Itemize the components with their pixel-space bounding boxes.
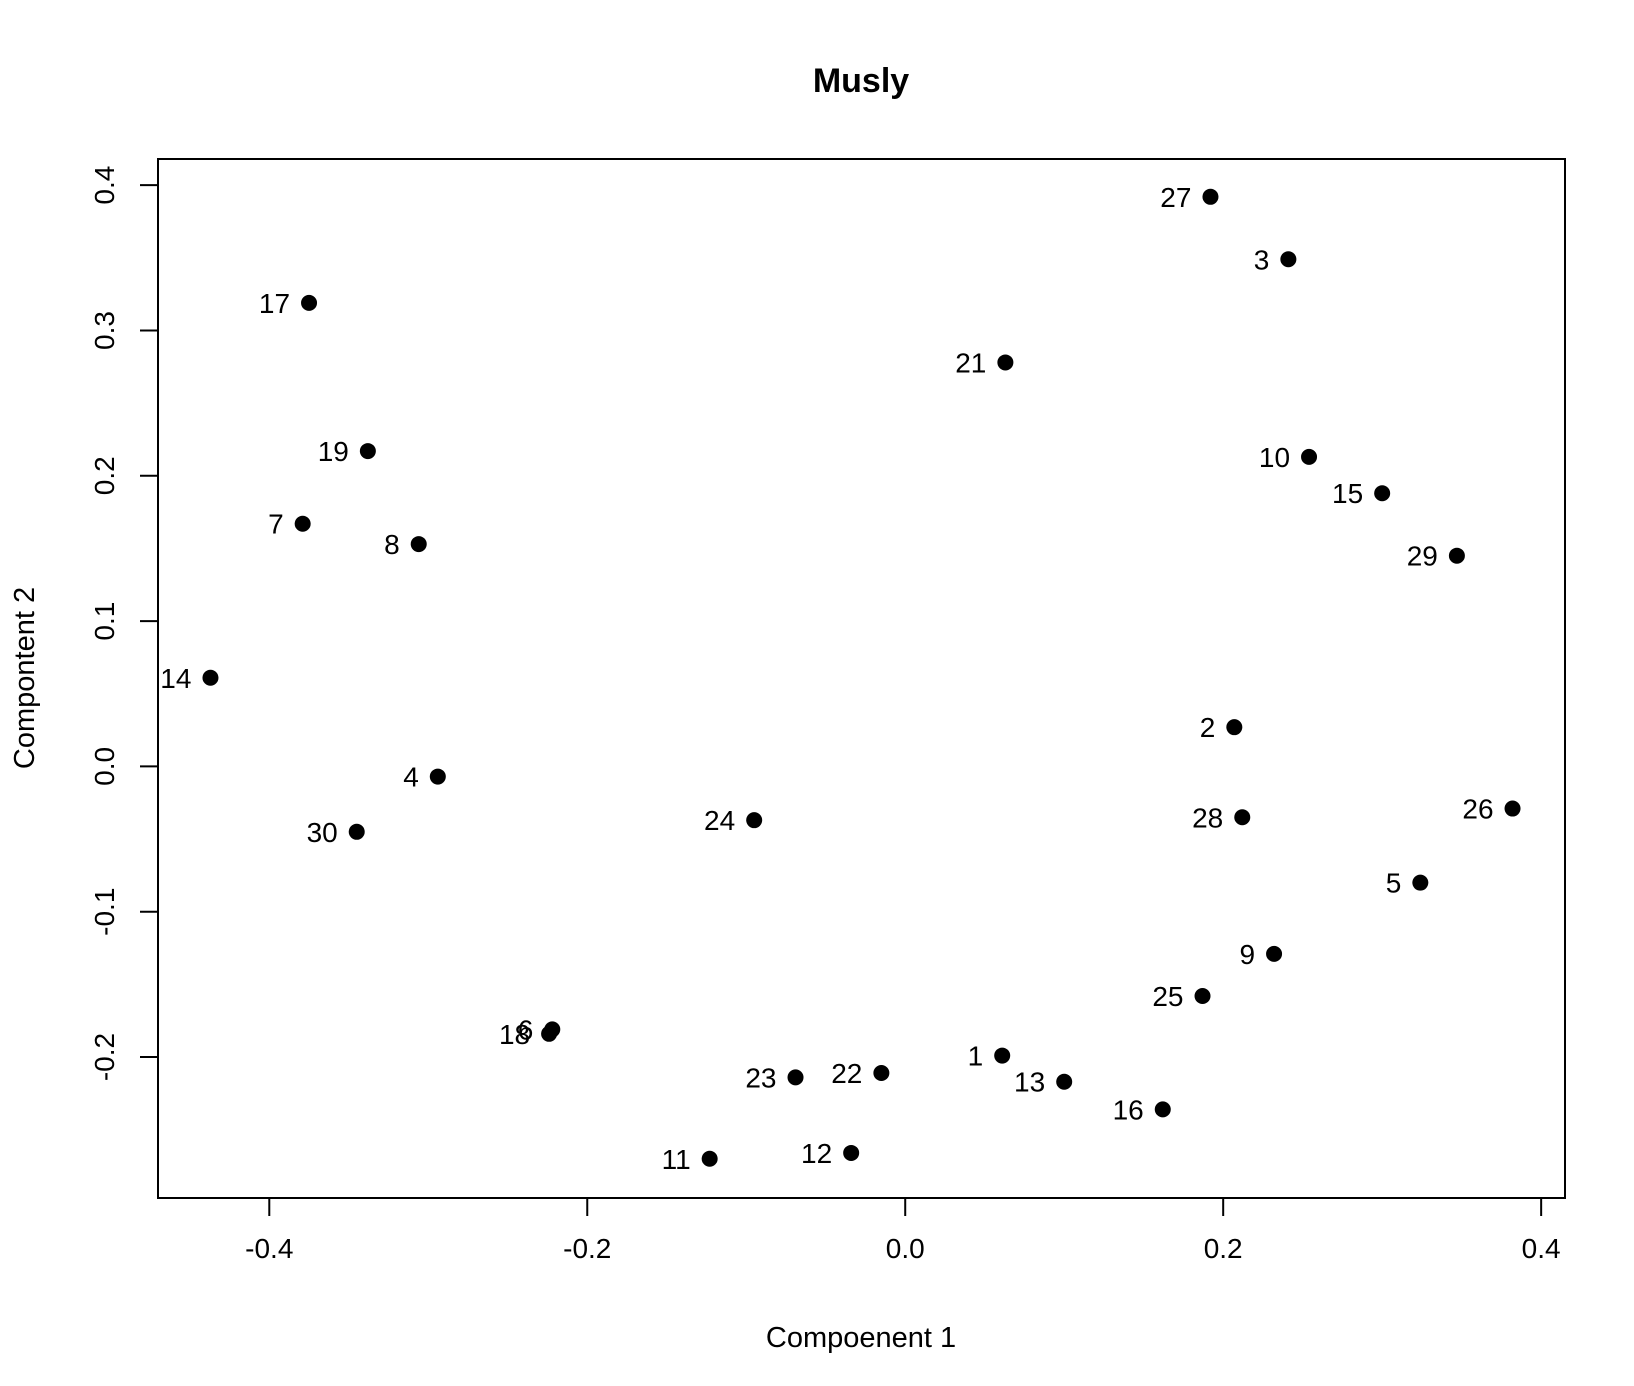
data-point	[1234, 809, 1251, 826]
x-tick-label: -0.4	[245, 1233, 293, 1264]
point-label: 15	[1332, 478, 1363, 509]
point-label: 21	[955, 347, 986, 378]
point-label: 7	[268, 509, 284, 540]
x-tick-label: -0.2	[563, 1233, 611, 1264]
data-point	[348, 823, 365, 840]
x-axis-label: Compoenent 1	[766, 1322, 956, 1354]
point-label: 16	[1113, 1094, 1144, 1125]
point-label: 30	[307, 817, 338, 848]
data-point	[994, 1047, 1011, 1064]
x-tick-label: 0.0	[886, 1233, 925, 1264]
data-point	[1301, 448, 1318, 465]
point-label: 2	[1200, 712, 1216, 743]
point-label: 17	[259, 288, 290, 319]
x-tick-label: 0.2	[1204, 1233, 1243, 1264]
data-point	[359, 443, 376, 460]
point-label: 1	[968, 1041, 984, 1072]
point-label: 11	[662, 1144, 691, 1175]
y-axis: -0.2 -0.1 0.0 0.1 0.2 0.3 0.4	[89, 166, 158, 1081]
point-label: 14	[160, 663, 191, 694]
point-label: 18	[499, 1019, 530, 1050]
data-point	[843, 1144, 860, 1161]
point-label: 25	[1152, 981, 1183, 1012]
point-label: 3	[1254, 244, 1270, 275]
point-label: 19	[318, 436, 349, 467]
data-point	[1266, 945, 1283, 962]
y-tick-label: 0.0	[89, 747, 120, 786]
point-label: 23	[745, 1062, 776, 1093]
chart-title: Musly	[813, 62, 909, 100]
data-point	[1374, 485, 1391, 502]
point-label: 13	[1014, 1067, 1045, 1098]
y-tick-label: 0.4	[89, 166, 120, 205]
data-point	[1056, 1073, 1073, 1090]
x-axis: -0.4 -0.2 0.0 0.2 0.4	[245, 1198, 1561, 1264]
data-point	[997, 354, 1014, 371]
point-label: 24	[704, 805, 735, 836]
data-point	[429, 768, 446, 785]
data-point	[1194, 988, 1211, 1005]
data-point	[1448, 547, 1465, 564]
point-label: 26	[1462, 794, 1493, 825]
plot-frame	[157, 158, 1566, 1199]
data-point	[1202, 188, 1219, 205]
data-point	[1504, 800, 1521, 817]
x-tick-label: 0.4	[1522, 1233, 1561, 1264]
y-tick-label: 0.1	[89, 602, 120, 641]
data-point	[410, 536, 427, 553]
data-point	[1226, 719, 1243, 736]
point-label: 5	[1386, 868, 1402, 899]
data-point	[1154, 1101, 1171, 1118]
data-point	[1280, 251, 1297, 268]
point-label: 29	[1407, 541, 1438, 572]
data-point	[202, 669, 219, 686]
data-point	[301, 294, 318, 311]
y-tick-label: -0.2	[89, 1033, 120, 1081]
point-label: 8	[384, 529, 400, 560]
data-point	[701, 1150, 718, 1167]
data-point	[787, 1069, 804, 1086]
point-label: 22	[831, 1058, 862, 1089]
y-tick-label: -0.1	[89, 888, 120, 936]
y-axis-label: Compontent 2	[9, 587, 41, 769]
point-label: 4	[403, 762, 419, 793]
data-point	[541, 1025, 558, 1042]
data-point	[746, 812, 763, 829]
data-point	[294, 515, 311, 532]
point-label: 12	[801, 1138, 832, 1169]
data-point	[873, 1065, 890, 1082]
point-label: 6	[518, 1014, 534, 1045]
point-label: 9	[1239, 939, 1255, 970]
data-point	[1412, 874, 1429, 891]
point-label: 27	[1160, 182, 1191, 213]
y-tick-label: 0.2	[89, 456, 120, 495]
point-label: 10	[1259, 442, 1290, 473]
point-label: 28	[1192, 802, 1223, 833]
y-tick-label: 0.3	[89, 311, 120, 350]
